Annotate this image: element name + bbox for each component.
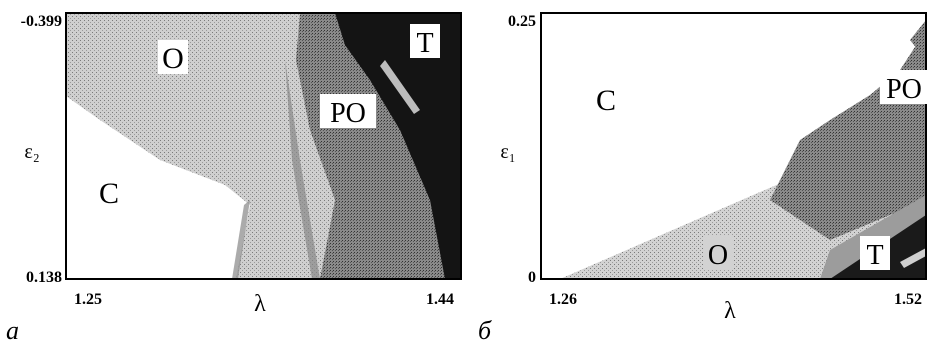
label-box-po-a — [320, 94, 376, 128]
region-po-tip-b — [910, 20, 926, 60]
panel-b-plot-area — [541, 13, 926, 279]
region-label-t: T — [416, 28, 433, 59]
region-label-o: O — [162, 42, 184, 75]
region-label-po: PO — [330, 98, 366, 129]
panel-caption: a — [6, 316, 19, 345]
y-tick-bottom: 0.138 — [26, 269, 62, 286]
x-axis-label: λ — [724, 298, 736, 324]
region-label-c: C — [99, 177, 119, 210]
panel-b: C PO O T 0.25 0 ε₁ 1.26 1.52 λ б — [470, 0, 928, 346]
region-label-t: T — [866, 240, 883, 271]
x-tick-left: 1.25 — [74, 291, 102, 308]
y-axis-label: ε₁ — [500, 141, 515, 163]
panel-a: O PO T C -0.399 0.138 ε₂ 1.25 1.44 λ a — [6, 12, 462, 345]
label-box-o-b — [703, 236, 733, 270]
panel-a-plot-area — [66, 13, 461, 279]
panel-a-svg: O PO T C -0.399 0.138 ε₂ 1.25 1.44 λ a — [6, 12, 462, 345]
panel-b-svg: C PO O T 0.25 0 ε₁ 1.26 1.52 λ б — [478, 12, 928, 345]
region-label-c: C — [596, 84, 616, 117]
region-label-o: O — [708, 240, 728, 271]
region-label-po: PO — [886, 74, 922, 105]
x-tick-right: 1.52 — [894, 291, 922, 308]
panel-b-frame — [540, 12, 927, 280]
label-box-t-b — [860, 236, 890, 270]
y-tick-top: 0.25 — [508, 13, 536, 30]
t-highlight-a — [380, 60, 420, 114]
streak-a2 — [232, 200, 250, 279]
panel-caption: б — [478, 316, 492, 345]
region-t-shape — [335, 13, 461, 279]
y-axis-label: ε₂ — [24, 141, 39, 163]
y-tick-bottom: 0 — [528, 269, 536, 286]
label-box-t-a — [410, 24, 440, 58]
x-axis-label: λ — [254, 291, 266, 317]
x-tick-right: 1.44 — [426, 291, 454, 308]
t-highlight-b — [900, 248, 926, 268]
label-box-po-b — [880, 70, 928, 104]
x-tick-left: 1.26 — [549, 291, 577, 308]
panel-a-frame — [65, 12, 462, 280]
y-tick-top: -0.399 — [21, 13, 62, 30]
label-box-o-a — [158, 40, 188, 74]
